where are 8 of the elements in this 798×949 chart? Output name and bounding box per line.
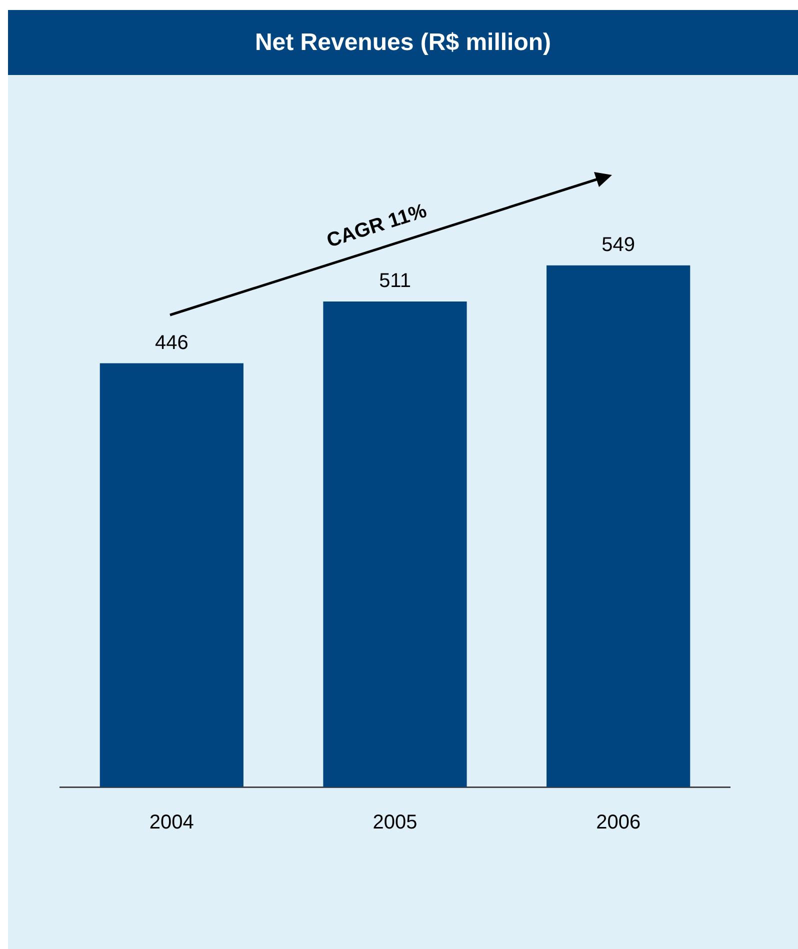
x-tick-label: 2006 [596,812,641,834]
text: CAGR 11% [324,200,430,252]
data-label: 511 [379,270,411,292]
x-tick-label: 2005 [372,812,418,834]
chart-title: Net Revenues (R$ million) [8,10,798,75]
x-tick-label: 2004 [149,812,194,834]
data-label: 549 [602,234,636,256]
data-label: 446 [154,332,188,354]
